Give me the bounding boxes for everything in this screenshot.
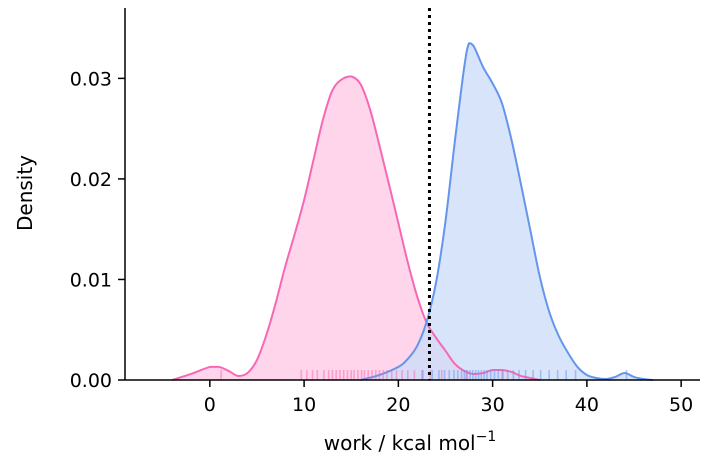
- x-axis-label-superscript: −1: [476, 429, 497, 445]
- density-areas: [172, 43, 653, 381]
- x-axis-label: work / kcal mol−1: [324, 429, 497, 455]
- rug-marks: [220, 370, 628, 380]
- density-curves: [171, 42, 653, 381]
- density-curve-1: [171, 75, 540, 381]
- y-tick-label: 0.02: [70, 169, 112, 191]
- density-curve-2: [360, 42, 653, 381]
- y-tick-label: 0.03: [70, 68, 112, 90]
- y-tick-label: 0.00: [70, 370, 112, 392]
- y-ticks: 0.00 0.01 0.02 0.03: [70, 68, 125, 392]
- x-ticks: 0 10 20 30 40 50: [204, 380, 693, 416]
- x-tick-label: 30: [481, 394, 505, 416]
- x-tick-label: 20: [386, 394, 410, 416]
- x-axis-label-main: work / kcal mol: [324, 431, 476, 455]
- density-area-1: [172, 76, 540, 381]
- axes: [124, 8, 700, 381]
- y-tick-label: 0.01: [70, 269, 112, 291]
- x-tick-label: 40: [575, 394, 599, 416]
- x-tick-label: 10: [292, 394, 316, 416]
- x-tick-label: 0: [204, 394, 216, 416]
- y-axis-label: Density: [13, 155, 37, 231]
- x-tick-label: 50: [669, 394, 693, 416]
